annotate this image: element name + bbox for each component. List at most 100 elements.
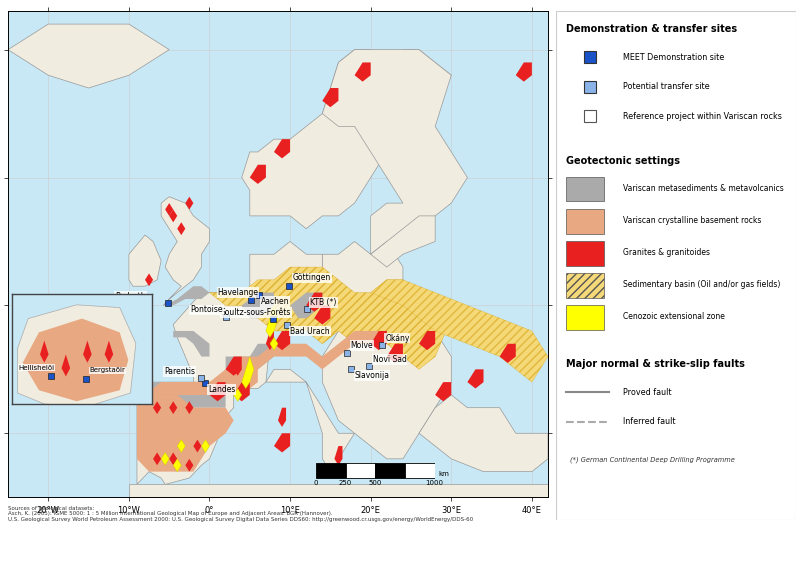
Polygon shape [322, 88, 338, 107]
Text: Granites & granitoides: Granites & granitoides [623, 249, 710, 257]
Polygon shape [266, 331, 274, 350]
Polygon shape [250, 241, 322, 306]
Text: Bad Urach: Bad Urach [290, 327, 330, 336]
Polygon shape [202, 440, 210, 453]
Polygon shape [419, 395, 548, 472]
Polygon shape [242, 293, 274, 318]
Text: Variscan metasediments & metavolcanics: Variscan metasediments & metavolcanics [623, 184, 784, 193]
Polygon shape [129, 235, 161, 286]
Polygon shape [178, 440, 186, 453]
Polygon shape [278, 408, 286, 427]
Polygon shape [274, 433, 290, 453]
Text: Inferred fault: Inferred fault [623, 417, 676, 426]
Text: (*) German Continental Deep Drilling Programme: (*) German Continental Deep Drilling Pro… [570, 457, 735, 463]
Polygon shape [322, 50, 467, 254]
Text: Demonstration & transfer sites: Demonstration & transfer sites [566, 24, 737, 34]
Polygon shape [18, 305, 136, 407]
FancyBboxPatch shape [566, 305, 604, 329]
Polygon shape [22, 319, 128, 401]
Text: Sources of geological datasets:
Asch, K. (2005): IGME 5000: 1 : 5 Million Intern: Sources of geological datasets: Asch, K.… [8, 506, 473, 522]
Polygon shape [137, 395, 234, 472]
Text: Hellisheiði: Hellisheiði [18, 364, 54, 371]
Text: Novi Sad: Novi Sad [373, 355, 406, 364]
Polygon shape [137, 382, 226, 408]
Polygon shape [266, 370, 354, 472]
Polygon shape [226, 357, 242, 376]
Polygon shape [370, 280, 548, 382]
Text: Soultz-sous-Forêts: Soultz-sous-Forêts [221, 308, 291, 317]
Polygon shape [274, 139, 290, 158]
Text: Molve: Molve [350, 341, 373, 350]
FancyBboxPatch shape [566, 241, 604, 266]
Text: Redruth: Redruth [115, 292, 146, 301]
Text: Proved fault: Proved fault [623, 388, 672, 397]
Polygon shape [270, 337, 278, 350]
Polygon shape [370, 216, 435, 267]
Polygon shape [169, 453, 178, 465]
Polygon shape [153, 401, 161, 414]
Polygon shape [387, 344, 403, 363]
Text: Cenozoic extensional zone: Cenozoic extensional zone [623, 312, 725, 321]
Polygon shape [322, 241, 403, 331]
Polygon shape [83, 341, 92, 363]
Polygon shape [234, 389, 242, 401]
Text: Slavonija: Slavonija [354, 371, 390, 380]
Polygon shape [354, 63, 370, 81]
Polygon shape [174, 331, 210, 357]
Polygon shape [210, 267, 451, 370]
Polygon shape [161, 197, 210, 306]
Polygon shape [145, 273, 153, 286]
Text: Bergstaðir: Bergstaðir [90, 367, 126, 373]
FancyBboxPatch shape [566, 273, 604, 298]
Polygon shape [137, 331, 387, 459]
Polygon shape [210, 267, 451, 370]
Text: KTB (*): KTB (*) [310, 298, 337, 307]
Polygon shape [40, 341, 49, 363]
Polygon shape [322, 280, 451, 459]
Text: Potential transfer site: Potential transfer site [623, 82, 710, 91]
Text: Parentis: Parentis [164, 367, 195, 376]
Text: Reference project within Variscan rocks: Reference project within Variscan rocks [623, 111, 782, 120]
Polygon shape [234, 363, 242, 376]
Polygon shape [210, 382, 226, 401]
FancyBboxPatch shape [566, 177, 604, 202]
Polygon shape [370, 280, 548, 382]
Polygon shape [141, 389, 149, 401]
Polygon shape [178, 357, 258, 395]
Polygon shape [178, 222, 186, 235]
Text: Aachen: Aachen [261, 297, 290, 306]
Polygon shape [186, 197, 194, 210]
Polygon shape [186, 459, 194, 472]
Polygon shape [105, 341, 114, 363]
Text: Havelange: Havelange [218, 288, 258, 297]
Polygon shape [226, 344, 274, 382]
Polygon shape [153, 453, 161, 465]
Text: Geotectonic settings: Geotectonic settings [566, 156, 680, 166]
Text: MEET Demonstration site: MEET Demonstration site [623, 53, 725, 62]
Polygon shape [194, 440, 202, 453]
Polygon shape [62, 354, 70, 376]
Text: Göttingen: Göttingen [293, 273, 330, 282]
Polygon shape [242, 50, 451, 229]
Polygon shape [334, 446, 342, 465]
Polygon shape [165, 203, 174, 216]
Polygon shape [242, 357, 254, 389]
Polygon shape [314, 306, 330, 324]
Polygon shape [137, 382, 234, 484]
Polygon shape [186, 401, 194, 414]
Polygon shape [129, 484, 548, 497]
Polygon shape [169, 401, 178, 414]
Polygon shape [516, 63, 532, 81]
Polygon shape [370, 331, 387, 350]
Text: Landes: Landes [208, 385, 235, 394]
Polygon shape [169, 210, 178, 222]
Polygon shape [165, 286, 210, 306]
Polygon shape [467, 370, 483, 389]
Text: Okány: Okány [385, 333, 410, 342]
Polygon shape [274, 331, 290, 350]
Polygon shape [234, 382, 250, 401]
Polygon shape [306, 293, 322, 312]
Polygon shape [266, 306, 278, 337]
Polygon shape [250, 165, 266, 184]
Polygon shape [419, 331, 435, 350]
